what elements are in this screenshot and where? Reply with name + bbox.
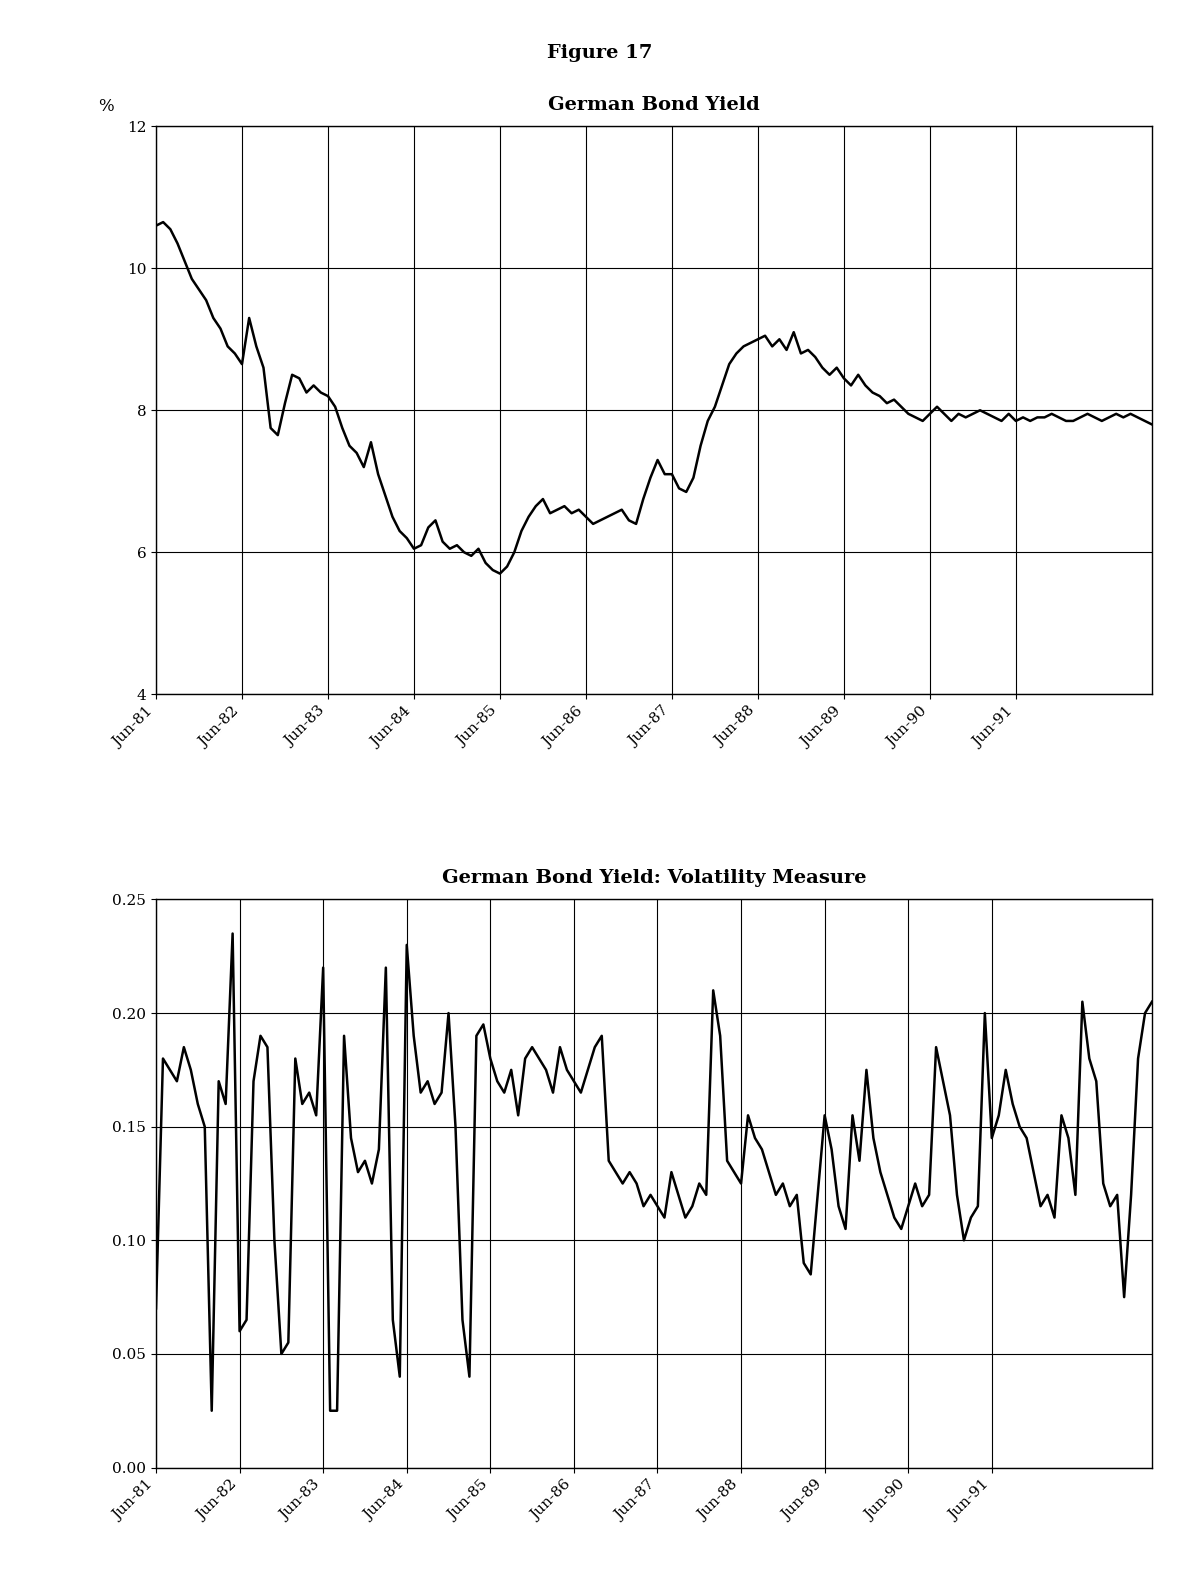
Title: German Bond Yield: Volatility Measure: German Bond Yield: Volatility Measure	[442, 869, 866, 887]
Text: Figure 17: Figure 17	[547, 44, 653, 62]
Text: %: %	[98, 98, 114, 115]
Title: German Bond Yield: German Bond Yield	[548, 96, 760, 114]
